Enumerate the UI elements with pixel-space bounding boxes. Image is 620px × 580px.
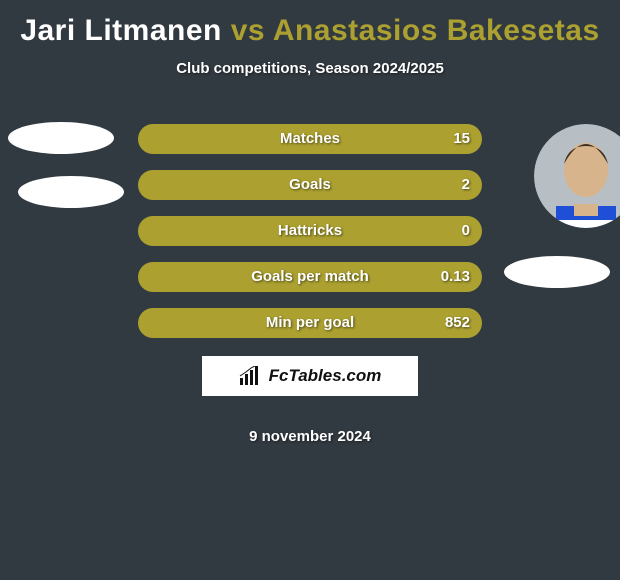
bar-goals: Goals 2 — [138, 170, 482, 200]
bar-label: Matches — [138, 124, 482, 154]
player1-ellipse-1 — [8, 122, 114, 154]
bar-value: 0.13 — [441, 262, 470, 292]
vs-text: vs — [231, 14, 273, 47]
bar-label: Goals — [138, 170, 482, 200]
player2-name: Anastasios Bakesetas — [273, 14, 600, 47]
stat-bars: Matches 15 Goals 2 Hattricks 0 Goals per… — [138, 124, 482, 354]
avatar-icon — [534, 124, 620, 228]
bar-goals-per-match: Goals per match 0.13 — [138, 262, 482, 292]
player2-ellipse — [504, 256, 610, 288]
comparison-title: Jari Litmanen vs Anastasios Bakesetas — [0, 0, 620, 48]
bar-value: 852 — [445, 308, 470, 338]
player1-ellipse-2 — [18, 176, 124, 208]
chart-icon — [239, 366, 263, 386]
date: 9 november 2024 — [0, 428, 620, 445]
bar-value: 0 — [462, 216, 470, 246]
bar-value: 15 — [453, 124, 470, 154]
player2-avatar — [534, 124, 620, 228]
bar-label: Min per goal — [138, 308, 482, 338]
brand-box: FcTables.com — [202, 356, 418, 396]
bar-value: 2 — [462, 170, 470, 200]
bar-label: Goals per match — [138, 262, 482, 292]
bar-matches: Matches 15 — [138, 124, 482, 154]
brand-text: FcTables.com — [269, 366, 382, 386]
subtitle: Club competitions, Season 2024/2025 — [0, 60, 620, 77]
bar-min-per-goal: Min per goal 852 — [138, 308, 482, 338]
bar-hattricks: Hattricks 0 — [138, 216, 482, 246]
bar-label: Hattricks — [138, 216, 482, 246]
player1-name: Jari Litmanen — [20, 14, 222, 47]
